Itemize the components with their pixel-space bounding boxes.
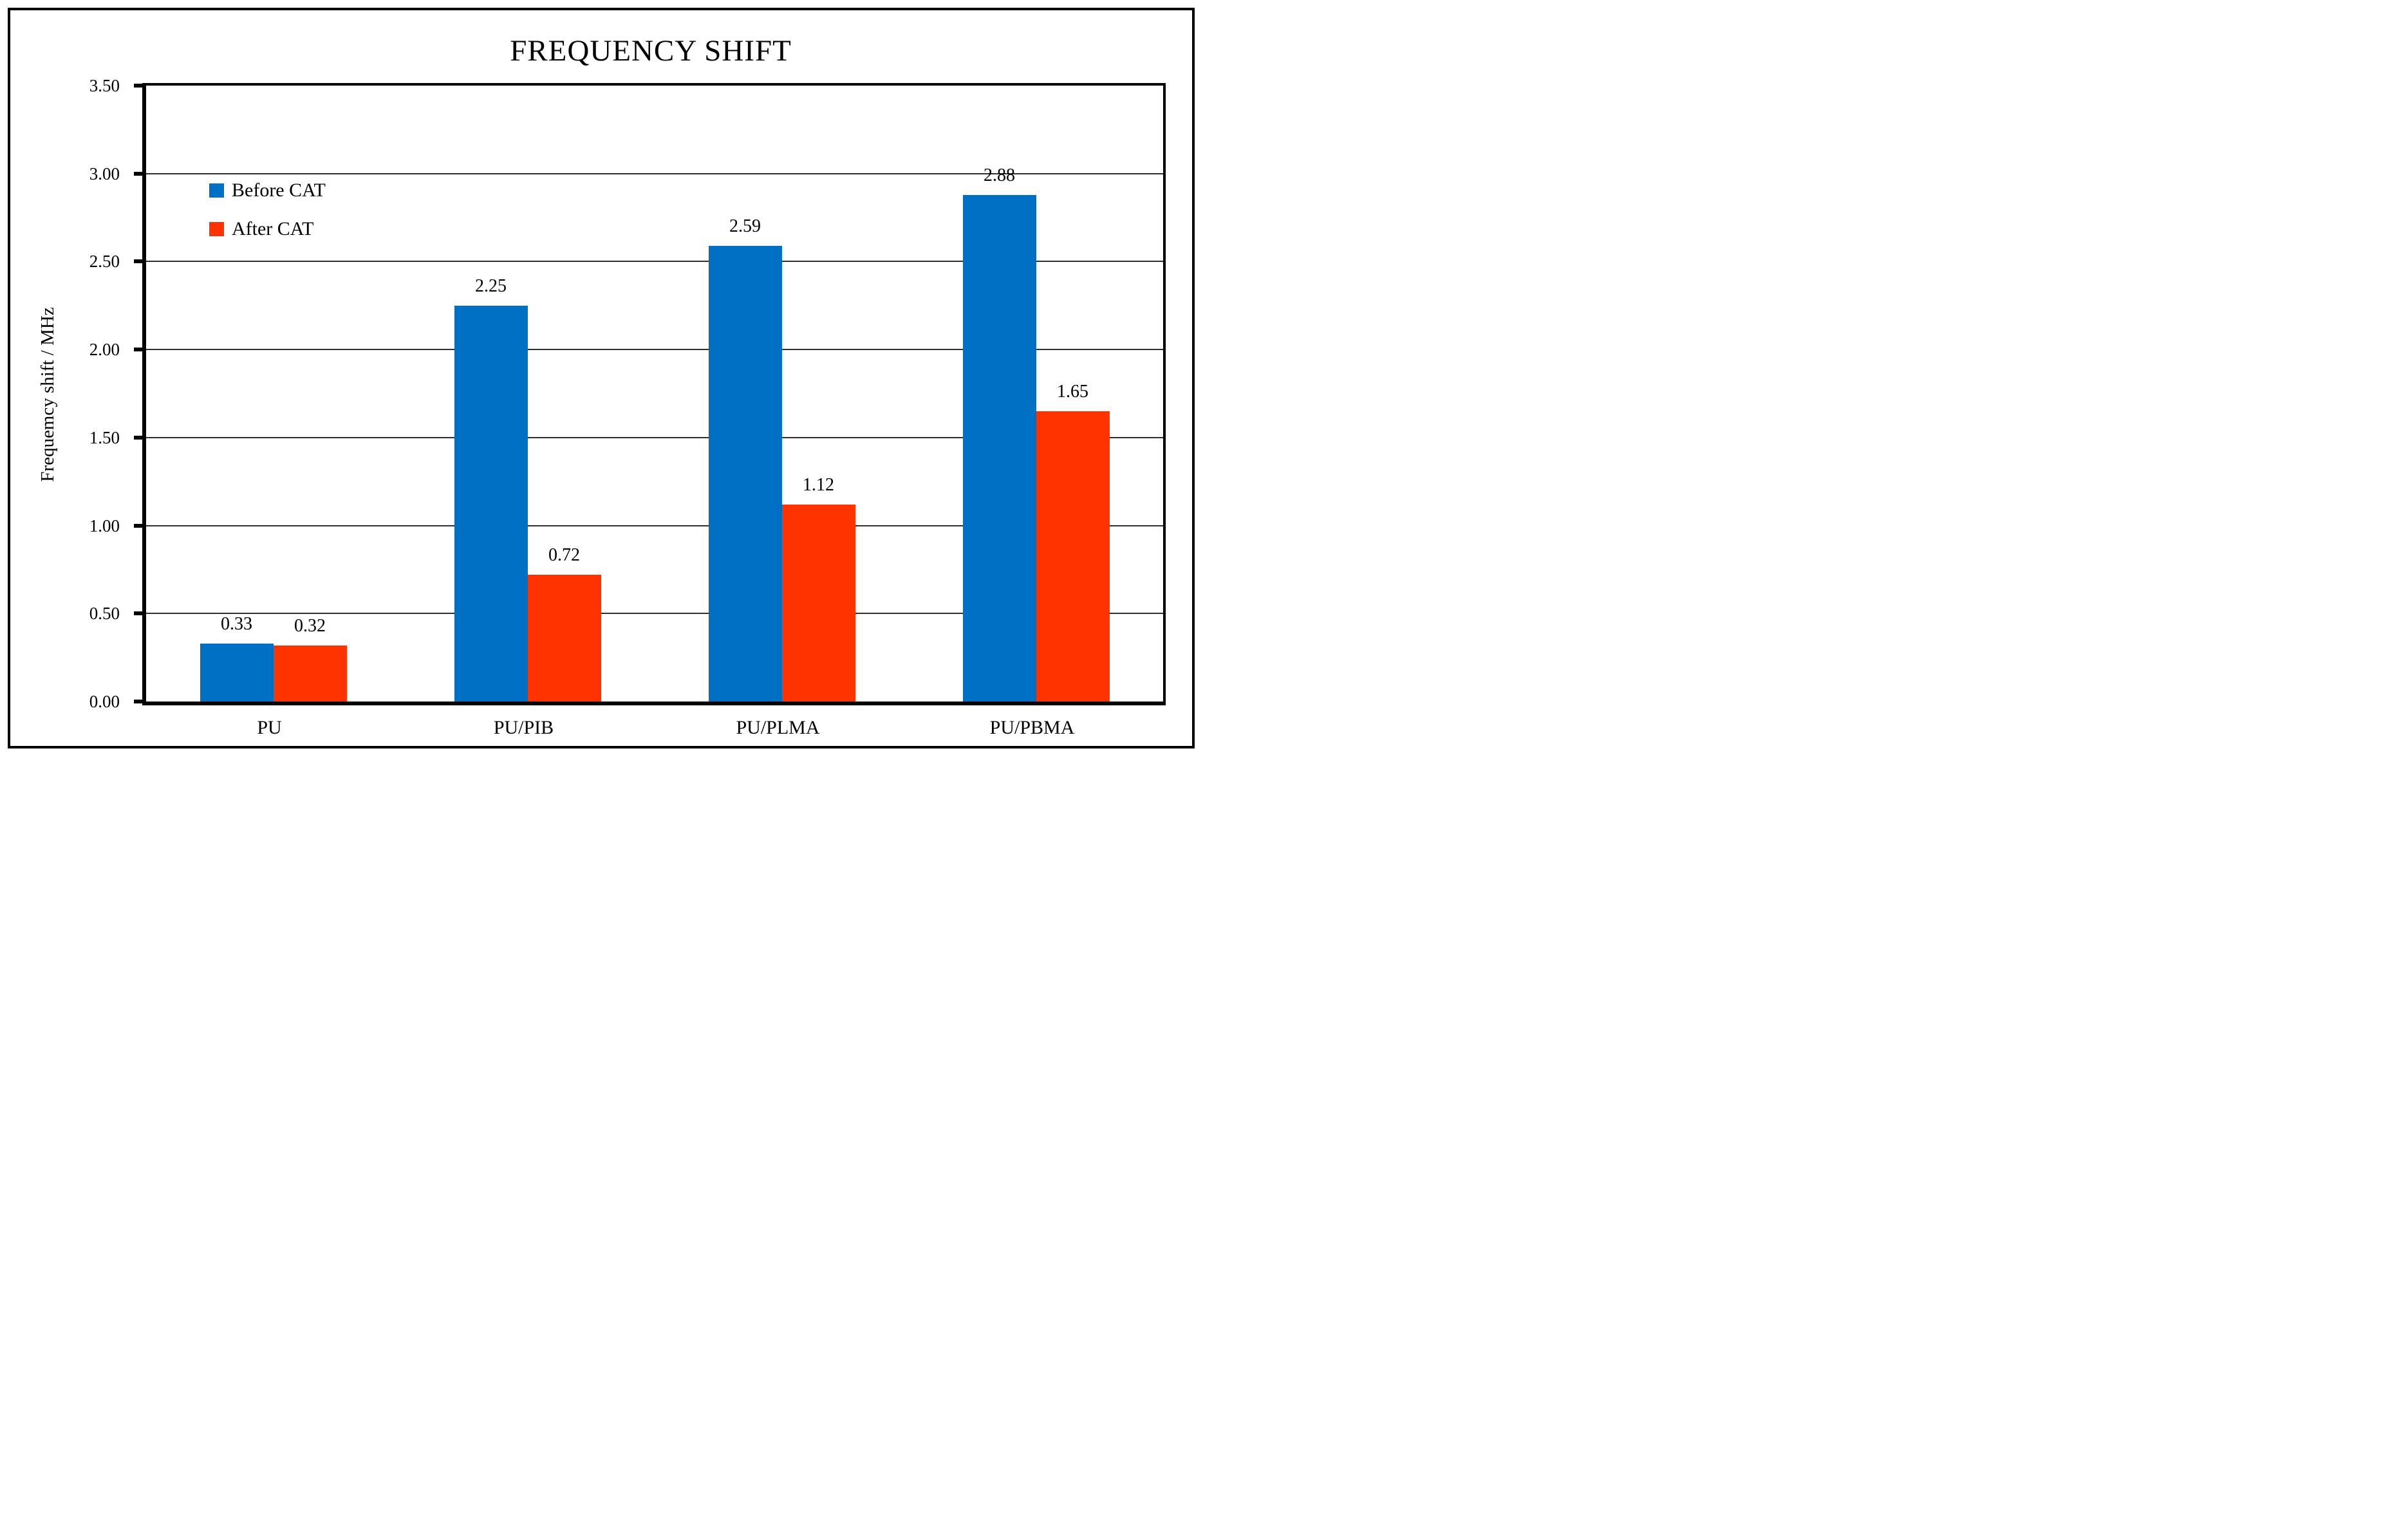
gridline [146,613,1163,615]
y-axis-tick-label: 1.50 [89,427,120,447]
legend-label-before-cat: Before CAT [232,180,326,201]
plot-area: 0.33 0.32 2.25 0.72 2.59 1.12 2.88 1.65 Before … [142,83,1166,705]
gridline [146,436,1163,438]
y-axis-title: Frequemcy shift / MHz [37,307,58,482]
bar-after-cat-pu-pbma [1036,411,1110,702]
gridline [146,349,1163,351]
bar-before-cat-pu-plma [708,245,782,702]
legend-swatch-after-cat [209,222,224,236]
y-axis-tick-label: 3.00 [89,163,120,183]
gridline [146,525,1163,526]
gridline [146,172,1163,174]
y-axis-tick-label: 0.00 [89,692,120,711]
legend-item-before-cat: Before CAT [209,180,326,201]
bar-value-label-before-cat-pu-pbma: 2.88 [984,165,1015,185]
legend-item-after-cat: After CAT [209,218,326,240]
bar-value-label-after-cat-pu-plma: 1.12 [803,474,834,495]
bar-value-label-before-cat-pu-plma: 2.59 [729,216,761,236]
bar-before-cat-pu-pib [454,305,528,702]
x-axis-category-label-pu-pbma: PU/PBMA [989,717,1075,738]
legend-label-after-cat: After CAT [232,218,314,239]
bar-value-label-after-cat-pu: 0.32 [294,615,326,636]
legend-swatch-before-cat [209,183,224,198]
gridline [146,261,1163,263]
y-axis-tick-label: 1.00 [89,516,120,535]
bar-before-cat-pu [200,643,274,702]
bar-after-cat-pu [273,645,347,702]
y-axis-tick-label: 3.50 [89,76,120,95]
x-axis-category-label-pu: PU [257,717,282,738]
bar-before-cat-pu-pbma [962,194,1036,702]
bar-value-label-before-cat-pu: 0.33 [221,613,252,634]
bar-value-label-after-cat-pu-pbma: 1.65 [1057,381,1088,402]
y-axis-tick-label: 0.50 [89,604,120,624]
bar-value-label-after-cat-pu-pib: 0.72 [548,545,580,566]
y-axis-tick-label: 2.00 [89,340,120,360]
y-axis-tick-label: 2.50 [89,252,120,272]
x-axis-category-label-pu-plma: PU/PLMA [736,717,820,738]
chart-figure: FREQUENCY SHIFT Frequemcy shift / MHz 0.… [0,0,1204,758]
chart-title: FREQUENCY SHIFT [510,34,792,68]
x-axis-category-label-pu-pib: PU/PIB [493,717,554,738]
legend: Before CAT After CAT [209,180,326,257]
bar-value-label-before-cat-pu-pib: 2.25 [475,275,507,296]
bar-after-cat-pu-plma [781,504,855,702]
bar-after-cat-pu-pib [527,575,601,702]
